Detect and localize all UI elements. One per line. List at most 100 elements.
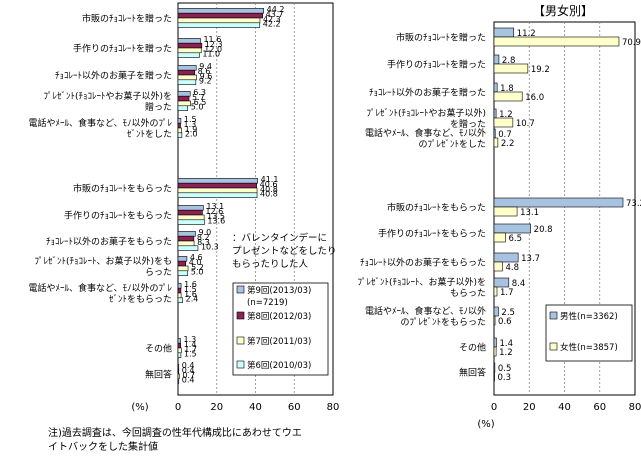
bar <box>177 187 258 194</box>
data-label: 5.2 <box>191 263 204 272</box>
bar <box>177 378 180 384</box>
data-label: 6.5 <box>194 98 207 107</box>
category-label: ﾌﾟﾚｾﾞﾝﾄ(ﾁｮｺﾚｰﾄやお菓子以外) <box>366 107 486 119</box>
bar <box>177 209 203 216</box>
bar <box>177 265 189 272</box>
bar <box>493 252 519 263</box>
bar <box>177 95 190 102</box>
bar <box>177 256 188 262</box>
annotation-line: もらったりした人 <box>232 259 309 270</box>
data-label: 8.2 <box>197 233 210 242</box>
bar <box>177 352 182 358</box>
legend-swatch <box>236 336 245 345</box>
bar <box>177 52 200 58</box>
category-label: 無回答 <box>145 369 172 381</box>
data-label: 1.7 <box>500 288 514 298</box>
x-axis-label: (%) <box>477 419 494 430</box>
bar <box>177 214 205 221</box>
data-label: 10.3 <box>201 243 219 252</box>
bar <box>493 337 497 348</box>
bar <box>493 277 510 288</box>
category-label: ｾﾞﾝﾄをした <box>127 129 172 140</box>
data-label: 2.2 <box>501 139 515 149</box>
bar <box>177 270 188 276</box>
bar <box>177 65 197 71</box>
footnote-line: 注)過去調査は、今回調査の性年代構成比にあわせてウエ <box>48 426 302 439</box>
legend-swatch <box>549 311 558 320</box>
data-label: 13.6 <box>207 217 225 226</box>
bar <box>493 36 620 47</box>
bar <box>493 117 514 128</box>
bar <box>493 362 496 373</box>
data-label: 6.3 <box>193 88 206 97</box>
bar <box>177 245 199 251</box>
data-label: 5.0 <box>191 268 204 277</box>
data-label: 4.6 <box>190 253 203 262</box>
bar <box>493 54 500 65</box>
legend-sublabel: (n=7219) <box>247 298 288 308</box>
legend-box <box>545 304 633 362</box>
x-tick-label: 80 <box>327 402 340 413</box>
left-chart: 0 20 40 60 80 (%) 44.243.742.342.2 市販のﾁｮｺﾚｰﾄを贈っ… <box>28 2 340 413</box>
data-label: 13.5 <box>207 212 225 221</box>
data-label: 1.8 <box>500 84 514 94</box>
annotation-line: プレゼントなどをしたり <box>232 245 337 257</box>
category-label: 手作りのﾁｮｺﾚｰﾄを贈った <box>387 59 486 71</box>
data-label: 1.9 <box>185 125 198 134</box>
legend-label: 第6回(2010/03) <box>247 360 311 371</box>
bar <box>177 219 205 225</box>
bar <box>177 74 197 81</box>
category-label: ﾌﾟﾚｾﾞﾝﾄ(ﾁｮｺﾚｰﾄ、お菓子以外)を <box>357 276 486 288</box>
data-label: 8.3 <box>197 238 210 247</box>
bar <box>493 197 624 208</box>
category-label: ﾁｮｺﾚｰﾄ以外のお菓子をもらった <box>46 236 172 248</box>
bar <box>493 137 499 148</box>
category-label: のﾌﾟﾚｾﾞﾝﾄをもらった <box>400 317 486 328</box>
bar <box>177 297 183 303</box>
data-label: 1.6 <box>184 280 197 289</box>
data-label: 9.6 <box>200 72 213 81</box>
legend: 男性(n=3362) 女性(n=3857) <box>545 304 633 362</box>
data-label: 40.6 <box>260 180 278 189</box>
data-label: 5.7 <box>192 93 205 102</box>
x-tick-label: 60 <box>593 402 606 413</box>
legend-box <box>232 282 329 376</box>
data-label: 41.1 <box>261 175 279 184</box>
data-label: 12.3 <box>205 40 223 49</box>
data-label: 2.0 <box>185 130 198 139</box>
bar <box>177 122 181 129</box>
bar <box>177 192 258 198</box>
bar <box>493 346 497 357</box>
data-label: 1.5 <box>184 285 197 294</box>
bar <box>177 364 180 370</box>
category-label: を贈った <box>450 118 486 130</box>
category-label: 手作りのﾁｮｺﾚｰﾄをもらった <box>378 228 486 240</box>
x-tick-label: 40 <box>558 402 571 413</box>
bar <box>493 371 495 382</box>
data-label: 2.8 <box>502 56 516 66</box>
bar <box>177 338 181 344</box>
data-label: 1.5 <box>184 115 197 124</box>
bar <box>177 17 261 24</box>
bar <box>177 47 202 54</box>
bar <box>177 12 263 19</box>
bar <box>177 118 182 124</box>
category-label: 贈った <box>145 101 172 113</box>
data-label: 1.3 <box>184 335 197 344</box>
data-label: 9.4 <box>199 62 212 71</box>
data-label: 1.3 <box>184 120 197 129</box>
category-label: のﾌﾟﾚｾﾞﾝﾄをした <box>418 139 486 150</box>
x-tick-label: 20 <box>523 402 536 413</box>
bar <box>177 42 203 49</box>
bar <box>493 315 496 326</box>
data-label: 16.0 <box>525 93 544 103</box>
bar <box>177 292 182 299</box>
category-label: 市販のﾁｮｺﾚｰﾄを贈った <box>396 32 486 44</box>
data-label: 1.6 <box>184 290 197 299</box>
bar <box>177 69 195 76</box>
bar <box>177 342 182 349</box>
category-label: その他 <box>145 343 172 355</box>
data-label: 1.2 <box>499 348 513 358</box>
category-label: ﾁｮｺﾚｰﾄ以外のお菓子を贈った <box>55 70 172 82</box>
data-label: 20.8 <box>534 225 553 235</box>
